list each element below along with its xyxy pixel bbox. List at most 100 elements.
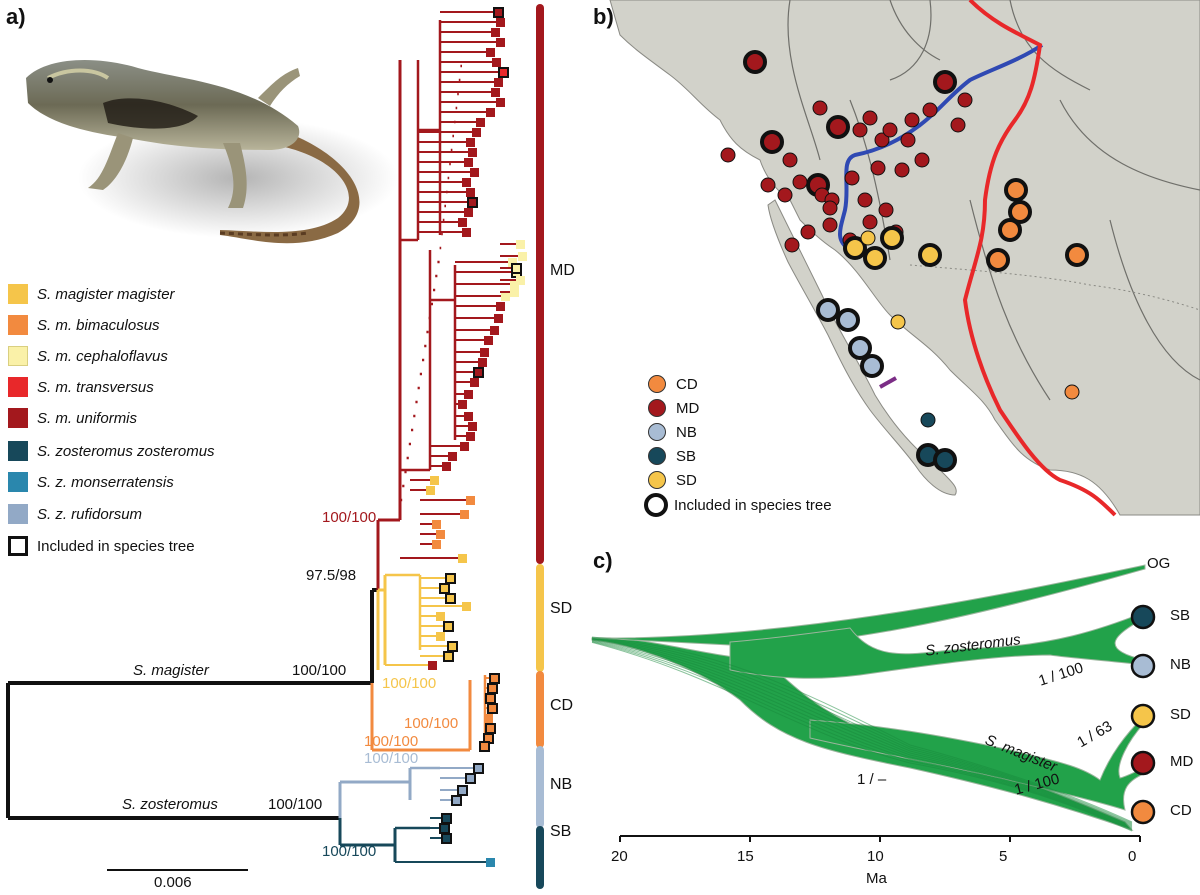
tree-tip: [472, 128, 481, 137]
legend-item: S. z. monserratensis: [8, 471, 174, 493]
tip-label-og: OG: [1147, 555, 1171, 572]
panel-b-letter: b): [593, 4, 614, 29]
legend-swatch: [8, 536, 28, 556]
tree-tip: [445, 593, 456, 604]
international-border: [909, 264, 1200, 311]
species-tree-cloud: [591, 564, 1156, 842]
tip-circle-sb: [1130, 604, 1156, 630]
stem-label-magister: S. magister: [133, 662, 209, 679]
map-legend-item: SD: [648, 468, 832, 492]
tree-tip: [466, 432, 475, 441]
tree-tip: [436, 612, 445, 621]
boundary-line-red: [962, 0, 1117, 517]
tree-tip: [443, 621, 454, 632]
tip-label-cd: CD: [1170, 802, 1192, 819]
tip-label-md: MD: [1170, 753, 1194, 770]
tree-tip: [479, 741, 490, 752]
tree-tip: [462, 602, 471, 611]
tip-label-nb: NB: [1170, 656, 1191, 673]
support-md: 100/100: [322, 509, 377, 526]
legend-item: S. m. uniformis: [8, 407, 137, 429]
tree-tip: [432, 540, 441, 549]
tree-tip: [439, 583, 450, 594]
legend-swatch: [8, 284, 28, 304]
tree-tip: [496, 38, 505, 47]
tree-tip: [447, 641, 458, 652]
tree-cloud-line: [591, 640, 1133, 829]
tree-tip: [490, 326, 499, 335]
map-legend-item: NB: [648, 420, 832, 444]
tree-tip: [442, 462, 451, 471]
tree-tip: [489, 673, 500, 684]
sample-dot-cd: [1004, 178, 1028, 202]
tree-cloud-og: [591, 564, 1146, 646]
sample-dot-sb: [920, 412, 936, 428]
sample-dot-md: [900, 132, 916, 148]
support-cd-base: 100/100: [364, 733, 419, 750]
tree-tip: [448, 452, 457, 461]
tree-cloud-line: [591, 638, 1133, 827]
tree-tip: [501, 292, 510, 301]
sample-dot-md: [950, 117, 966, 133]
tree-tip: [458, 400, 467, 409]
tree-tip: [516, 240, 525, 249]
legend-swatch: [8, 472, 28, 492]
tree-tip: [508, 258, 517, 267]
legend-swatch: [8, 441, 28, 461]
sample-dot-md: [720, 147, 736, 163]
tree-tip: [486, 108, 495, 117]
tree-tip: [466, 138, 475, 147]
support-root-magister: 100/100: [292, 662, 347, 679]
river-line: [838, 43, 1044, 252]
tree-cloud-zosteromus: [729, 611, 1148, 679]
sample-dot-md: [922, 102, 938, 118]
tree-tip: [485, 693, 496, 704]
sample-dot-nb: [816, 298, 840, 322]
tip-label-sb: SB: [1170, 607, 1191, 624]
panel-c-letter: c): [593, 548, 613, 573]
sample-dot-nb: [836, 308, 860, 332]
legend-item: S. magister magister: [8, 283, 175, 305]
map-legend-item: Included in species tree: [644, 492, 832, 518]
support-cd: 100/100: [404, 715, 459, 732]
tree-tip: [468, 422, 477, 431]
tree-tip: [494, 314, 503, 323]
sample-dot-md: [862, 214, 878, 230]
clade-label-cd: CD: [550, 697, 574, 714]
tree-cloud-line: [591, 637, 1133, 824]
tree-tip: [487, 703, 498, 714]
tree-tip: [510, 280, 519, 289]
tree-tip: [494, 78, 503, 87]
tree-cloud-line: [591, 640, 1133, 830]
mainland-landmass: [609, 0, 1200, 516]
support-magister-node: 97.5/98: [306, 567, 357, 584]
phylogeny-tree: [6, 4, 544, 889]
tree-tip: [484, 336, 493, 345]
tree-tip: [478, 358, 487, 367]
sample-dot-md: [800, 224, 816, 240]
tree-tip: [468, 148, 477, 157]
scale-bar-label: 0.006: [154, 874, 192, 891]
tree-tip: [492, 58, 501, 67]
sample-dot-md: [957, 92, 973, 108]
sample-dot-sd: [880, 226, 904, 250]
sample-dot-md: [760, 130, 784, 154]
tree-tip: [426, 486, 435, 495]
sample-dot-cd: [986, 248, 1010, 272]
tree-tip: [466, 496, 475, 505]
tree-tip: [470, 378, 479, 387]
tree-tip: [491, 88, 500, 97]
barrier-marker: [879, 376, 897, 389]
support-sb: 100/100: [322, 843, 377, 860]
tree-tip: [486, 48, 495, 57]
axis-tick-15: 15: [737, 848, 754, 865]
clade-label-sb: SB: [550, 823, 572, 840]
tree-tip: [436, 632, 445, 641]
tree-cloud-line: [591, 636, 1133, 823]
tree-cloud-line: [591, 639, 1133, 828]
tree-tip: [460, 510, 469, 519]
tree-tip: [441, 813, 452, 824]
sample-dot-md: [777, 187, 793, 203]
sample-dot-nb: [848, 336, 872, 360]
lizard-illustration: [26, 59, 398, 244]
